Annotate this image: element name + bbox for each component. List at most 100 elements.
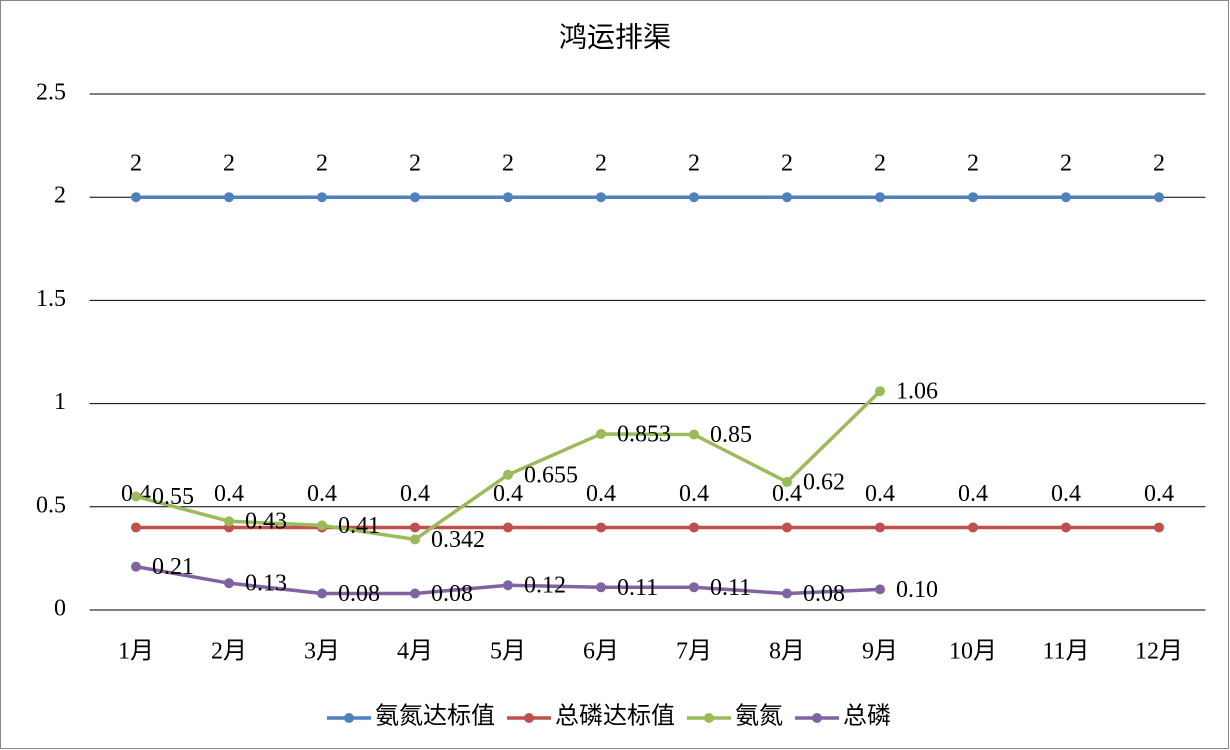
legend-marker <box>344 713 354 723</box>
y-tick-label: 2 <box>54 183 66 209</box>
legend-label: 总磷达标值 <box>555 703 675 730</box>
data-label: 2 <box>409 151 421 177</box>
data-label: 2 <box>595 151 607 177</box>
data-point <box>317 588 327 599</box>
data-point <box>131 561 141 572</box>
y-tick-label: 2.5 <box>36 80 66 106</box>
data-label: 2 <box>1060 151 1072 177</box>
data-point <box>782 588 792 599</box>
y-tick-label: 1 <box>54 389 66 415</box>
x-tick-label: 1月 <box>118 639 154 665</box>
data-point <box>968 192 978 203</box>
data-point <box>224 516 234 527</box>
data-point <box>1154 192 1164 203</box>
x-tick-label: 9月 <box>862 639 898 665</box>
data-point <box>689 429 699 440</box>
x-tick-label: 12月 <box>1135 639 1183 665</box>
data-point <box>689 192 699 203</box>
data-label: 0.853 <box>617 421 671 447</box>
data-label: 0.4 <box>400 481 430 507</box>
y-tick-label: 0 <box>54 596 66 622</box>
data-label: 0.85 <box>710 422 752 448</box>
data-point <box>317 192 327 203</box>
data-point <box>410 534 420 545</box>
data-label: 2 <box>688 151 700 177</box>
data-label: 2 <box>874 151 886 177</box>
chart-title: 鸿运排渠 <box>559 21 671 53</box>
data-point <box>224 192 234 203</box>
data-point <box>1154 522 1164 533</box>
legend-marker <box>704 713 714 723</box>
data-point <box>131 192 141 203</box>
data-label: 0.4 <box>586 481 616 507</box>
x-tick-label: 8月 <box>769 639 805 665</box>
data-label: 0.4 <box>1051 481 1081 507</box>
data-label: 0.11 <box>617 575 658 601</box>
data-label: 0.21 <box>152 554 194 580</box>
data-label: 0.4 <box>958 481 988 507</box>
data-label: 0.4 <box>679 481 709 507</box>
data-point <box>410 588 420 599</box>
data-point <box>596 192 606 203</box>
data-label: 0.08 <box>803 581 845 607</box>
data-point <box>1061 522 1071 533</box>
data-point <box>410 192 420 203</box>
data-label: 0.4 <box>493 481 523 507</box>
x-tick-label: 4月 <box>397 639 433 665</box>
data-point <box>503 522 513 533</box>
data-label: 0.41 <box>338 513 380 539</box>
x-tick-label: 2月 <box>211 639 247 665</box>
data-label: 1.06 <box>896 379 938 405</box>
data-label: 0.655 <box>524 462 578 488</box>
data-point <box>503 469 513 480</box>
data-point <box>596 428 606 439</box>
data-point <box>503 192 513 203</box>
data-point <box>131 491 141 502</box>
x-tick-label: 10月 <box>949 639 997 665</box>
data-label: 0.11 <box>710 575 751 601</box>
legend-label: 总磷 <box>843 703 891 730</box>
data-point <box>689 522 699 533</box>
data-point <box>782 477 792 488</box>
legend-marker <box>524 713 534 723</box>
data-label: 2 <box>781 151 793 177</box>
data-label: 0.12 <box>524 573 566 599</box>
data-label: 0.4 <box>865 481 895 507</box>
data-label: 2 <box>316 151 328 177</box>
data-point <box>968 522 978 533</box>
legend-marker <box>812 713 822 723</box>
data-label: 0.08 <box>431 581 473 607</box>
data-label: 0.43 <box>245 509 287 535</box>
data-point <box>224 578 234 589</box>
data-point <box>1061 192 1071 203</box>
y-tick-label: 0.5 <box>36 492 66 518</box>
data-label: 0.4 <box>214 481 244 507</box>
data-point <box>875 192 885 203</box>
data-point <box>875 386 885 397</box>
data-label: 0.08 <box>338 581 380 607</box>
data-label: 0.4 <box>307 481 337 507</box>
data-point <box>875 584 885 595</box>
data-point <box>596 522 606 533</box>
y-tick-label: 1.5 <box>36 286 66 312</box>
x-tick-label: 6月 <box>583 639 619 665</box>
data-point <box>782 522 792 533</box>
data-label: 2 <box>223 151 235 177</box>
data-point <box>503 580 513 591</box>
data-label: 2 <box>967 151 979 177</box>
data-label: 2 <box>130 151 142 177</box>
data-label: 0.4 <box>1144 481 1174 507</box>
data-label: 2 <box>1153 151 1165 177</box>
x-tick-label: 11月 <box>1042 639 1089 665</box>
data-point <box>782 192 792 203</box>
data-point <box>131 522 141 533</box>
x-tick-label: 5月 <box>490 639 526 665</box>
legend-label: 氨氮 <box>735 703 783 730</box>
data-point <box>410 522 420 533</box>
x-tick-label: 3月 <box>304 639 340 665</box>
legend-label: 氨氮达标值 <box>375 703 495 730</box>
data-point <box>596 582 606 593</box>
data-point <box>689 582 699 593</box>
